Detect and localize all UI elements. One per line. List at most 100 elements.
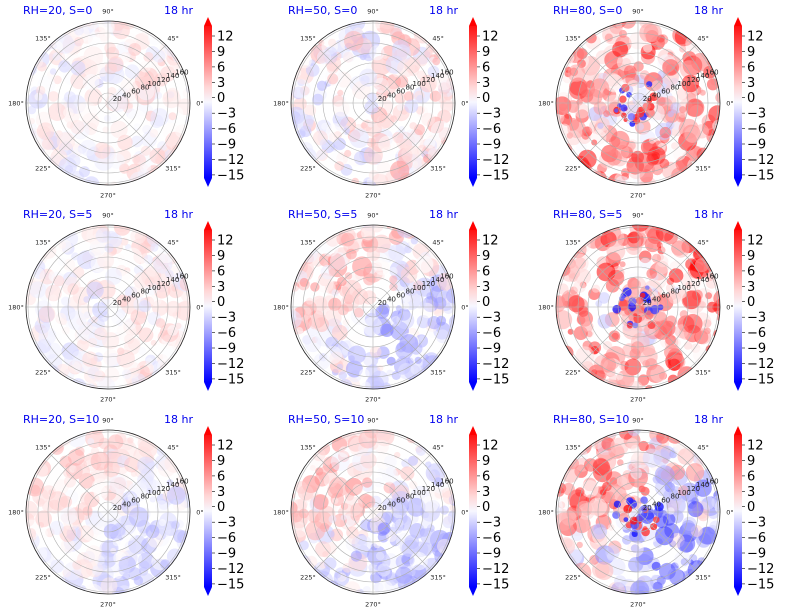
- polar-frame: [25, 224, 191, 390]
- colorbar-tick-label: 3: [747, 280, 755, 295]
- radial-tick-label: 140: [166, 72, 179, 80]
- radial-tick-label: 60: [661, 497, 670, 505]
- radial-tick-label: 40: [387, 295, 396, 303]
- angle-tick-label: 180°: [273, 304, 289, 312]
- time-label: 18 hr: [164, 4, 193, 17]
- radial-tick-label: 40: [122, 91, 131, 99]
- angle-tick-label: 135°: [35, 238, 51, 246]
- colorbar-tick-label: 12: [747, 234, 764, 249]
- colorbar-extend-max: [204, 17, 212, 26]
- angle-tick-label: 45°: [167, 34, 179, 42]
- colorbar-tick-label: 12: [482, 439, 499, 454]
- polar-frame: [25, 20, 191, 186]
- angle-tick-label: 315°: [165, 165, 181, 173]
- angle-tick-label: 270°: [100, 396, 116, 404]
- angle-tick-label: 45°: [697, 238, 709, 246]
- angle-tick-label: 45°: [167, 238, 179, 246]
- time-label: 18 hr: [164, 208, 193, 221]
- colorbar-tick-label: 3: [217, 485, 225, 500]
- polar-frame: [290, 224, 456, 390]
- radial-tick-label: 140: [166, 276, 179, 284]
- colorbar-tick-label: 0: [482, 295, 490, 310]
- polar-frame: [25, 429, 191, 595]
- radial-tick-label: 140: [166, 481, 179, 489]
- colorbar-tick-label: −15: [482, 577, 509, 592]
- radial-tick-label: 100: [678, 489, 691, 497]
- colorbar-tick-label: −6: [482, 531, 501, 546]
- panel-title: RH=20, S=0: [23, 4, 92, 17]
- colorbar-tick-label: 12: [482, 30, 499, 45]
- angle-tick-label: 225°: [35, 574, 51, 582]
- angle-tick-label: 270°: [630, 396, 646, 404]
- colorbar-extend-max: [469, 221, 477, 230]
- angle-tick-label: 90°: [632, 417, 644, 425]
- colorbar-body: [469, 435, 477, 587]
- angle-tick-label: 135°: [35, 443, 51, 451]
- colorbar-tick-label: 0: [482, 91, 490, 106]
- colorbar-extend-min: [469, 382, 477, 391]
- colorbar-tick-label: 3: [217, 76, 225, 91]
- colorbar-extend-min: [734, 178, 742, 187]
- angle-tick-label: 225°: [565, 165, 581, 173]
- angle-tick-label: 0°: [461, 304, 468, 312]
- radial-tick-label: 100: [413, 80, 426, 88]
- polar-panel: 90°45°0°315°270°225°180°135°20 40 60 801001…: [273, 413, 509, 609]
- colorbar-tick-label: 9: [217, 454, 225, 469]
- angular-gridline: [579, 248, 697, 366]
- colorbar-tick-label: −12: [482, 153, 509, 168]
- radial-tick-label: 140: [431, 72, 444, 80]
- radial-tick-label: 120: [422, 76, 435, 84]
- radial-tick-label: 60: [661, 292, 670, 300]
- time-label: 18 hr: [429, 4, 458, 17]
- colorbar-tick-label: −12: [217, 357, 244, 372]
- angle-tick-label: 225°: [35, 369, 51, 377]
- radial-tick-label: 160: [705, 477, 718, 485]
- angle-tick-label: 90°: [102, 8, 114, 16]
- colorbar-tick-label: 6: [217, 264, 225, 279]
- colorbar-tick-label: 12: [217, 234, 234, 249]
- colorbar-extend-min: [734, 587, 742, 596]
- radial-tick-label: 120: [687, 76, 700, 84]
- radial-tick-label: 20: [113, 504, 122, 512]
- radial-tick-label: 140: [696, 481, 709, 489]
- colorbar-tick-label: −9: [482, 547, 501, 562]
- angular-gridline: [579, 453, 697, 571]
- colorbar-body: [204, 26, 212, 178]
- colorbar-tick-label: 6: [747, 469, 755, 484]
- angle-tick-label: 135°: [565, 443, 581, 451]
- colorbar-tick-label: 6: [482, 469, 490, 484]
- time-label: 18 hr: [694, 413, 723, 426]
- colorbar-tick-label: 6: [482, 264, 490, 279]
- angle-tick-label: 0°: [461, 100, 468, 108]
- colorbar-tick-label: −6: [217, 531, 236, 546]
- panel-title: RH=50, S=10: [288, 413, 364, 426]
- radial-tick-label: 140: [696, 276, 709, 284]
- radial-tick-label: 100: [148, 489, 161, 497]
- colorbar-tick-label: −12: [217, 153, 244, 168]
- radial-tick-label: 20: [643, 95, 652, 103]
- colorbar-tick-label: −12: [217, 562, 244, 577]
- radial-tick-label: 140: [696, 72, 709, 80]
- polar-frame: [290, 429, 456, 595]
- angle-tick-label: 90°: [632, 8, 644, 16]
- colorbar-body: [734, 435, 742, 587]
- panel-title: RH=50, S=0: [288, 4, 357, 17]
- radial-tick-label: 160: [175, 272, 188, 280]
- angle-tick-label: 90°: [367, 417, 379, 425]
- colorbar-tick-label: −15: [747, 168, 774, 183]
- colorbar-tick-label: 6: [217, 469, 225, 484]
- colorbar-tick-label: −6: [747, 326, 766, 341]
- colorbar-tick-label: −12: [747, 562, 774, 577]
- colorbar-extend-min: [204, 587, 212, 596]
- colorbar-tick-label: −12: [747, 357, 774, 372]
- colorbar-tick-label: −9: [217, 138, 236, 153]
- angle-tick-label: 0°: [726, 304, 733, 312]
- colorbar-tick-label: 3: [217, 280, 225, 295]
- colorbar-tick-label: 9: [747, 45, 755, 60]
- angle-tick-label: 90°: [367, 212, 379, 220]
- colorbar-tick-label: 9: [217, 45, 225, 60]
- angle-tick-label: 180°: [8, 304, 24, 312]
- angle-tick-label: 180°: [538, 509, 554, 517]
